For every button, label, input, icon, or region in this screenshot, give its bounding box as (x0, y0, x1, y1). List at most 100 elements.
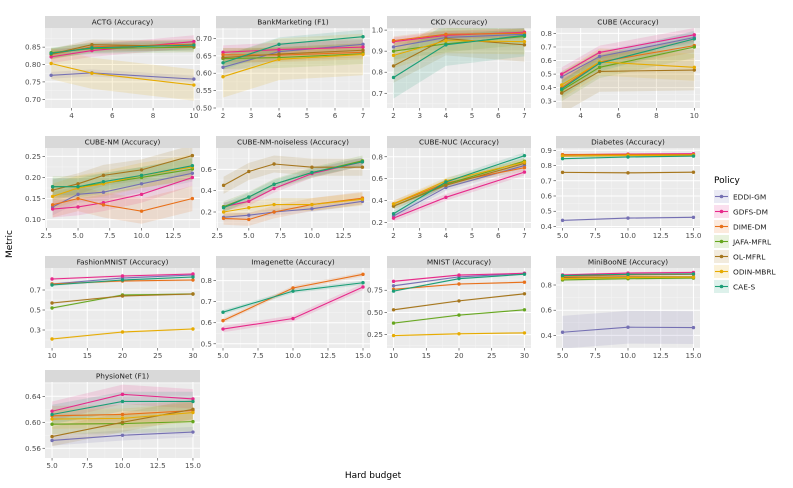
data-point (391, 45, 396, 49)
y-tick-label: 0.8 (541, 29, 553, 38)
data-point (560, 330, 565, 334)
data-point (391, 212, 396, 216)
y-tick-label: 0.75 (367, 286, 383, 295)
x-tick-label: 12.5 (165, 231, 181, 240)
x-tick-label: 4 (277, 111, 282, 120)
gridlines (556, 148, 700, 228)
series-layer (50, 384, 195, 447)
data-point (221, 210, 226, 214)
confidence-band (223, 192, 363, 219)
facet-strip (45, 136, 200, 148)
x-tick-label: 15 (422, 351, 431, 360)
y-tick-label: 0.25 (367, 330, 383, 339)
x-tick-label: 15.0 (355, 351, 371, 360)
facet-strip (387, 136, 531, 148)
y-tick-label: 0.7 (30, 286, 41, 295)
x-tick-label: 2 (391, 111, 396, 120)
y-tick-label: 0.9 (541, 146, 553, 155)
y-tick-label: 0.10 (25, 215, 41, 224)
data-point (559, 72, 564, 76)
confidence-band (561, 36, 695, 102)
data-point (192, 77, 196, 81)
data-point (272, 182, 276, 186)
data-point (522, 153, 527, 158)
y-tick-label: 0.70 (196, 34, 212, 43)
confidence-band (52, 154, 193, 210)
y-tick-label: 0.5 (541, 70, 552, 79)
data-point (522, 292, 527, 296)
facet-strip (45, 16, 200, 28)
data-point (691, 325, 696, 330)
y-tick-label: 0.7 (372, 89, 383, 98)
legend-items: EDDI-GM GDFS-DM DIME-DM JAFA-MFRL OL-MFRL ODI… (714, 190, 776, 293)
confidence-band (562, 310, 694, 348)
data-point (190, 163, 195, 168)
data-point (76, 185, 80, 189)
data-point (457, 299, 461, 303)
data-point (692, 37, 697, 41)
data-point (597, 50, 602, 55)
y-tick-label: 0.5 (201, 339, 212, 348)
x-tick-label: 8 (151, 111, 156, 120)
data-point (49, 51, 53, 56)
data-point (191, 410, 195, 415)
data-point (272, 162, 276, 166)
data-point (221, 53, 225, 57)
facet-strip (216, 136, 370, 148)
y-tick-label: 0.65 (196, 51, 212, 60)
data-point (192, 43, 196, 47)
legend-key-point (719, 284, 724, 289)
facet-strip (45, 256, 200, 268)
y-tick-label: 1.0 (372, 26, 384, 35)
legend-label: JAFA-MFRL (732, 237, 772, 246)
data-point (560, 170, 565, 175)
legend-item: CAE-S (714, 280, 756, 293)
data-point (444, 32, 448, 37)
x-tick-label: 15.0 (685, 231, 701, 240)
confidence-band (52, 391, 193, 425)
x-tick-label: 30 (188, 351, 198, 360)
x-tick-label: 7.5 (275, 231, 286, 240)
x-axis-title: Hard budget (345, 471, 402, 481)
confidence-band (393, 162, 525, 220)
data-point (360, 165, 365, 169)
legend: Policy EDDI-GM GDFS-DM DIME-DM JAFA-MFRL OL-… (714, 176, 776, 293)
y-tick-label: 0.7 (541, 176, 552, 185)
data-point (272, 186, 276, 191)
facet-title: BankMarketing (F1) (257, 18, 329, 27)
x-tick-label: 3 (249, 111, 254, 120)
legend-key-point (719, 239, 724, 244)
confidence-band (223, 33, 363, 98)
data-point (360, 197, 365, 201)
data-point (139, 182, 144, 186)
y-tick-label: 0.8 (372, 68, 384, 77)
x-tick-label: 25 (487, 351, 496, 360)
y-tick-label: 0.6 (372, 174, 384, 183)
legend-key-point (719, 209, 724, 214)
facet-panels: ACTG (Accuracy)4 6 8 100.700.750.800.85Bank… (25, 16, 702, 470)
data-point (291, 289, 295, 293)
data-point (692, 45, 697, 49)
x-tick-label: 5.0 (46, 461, 58, 470)
data-point (457, 313, 461, 317)
legend-item: GDFS-DM (714, 205, 768, 218)
y-tick-label: 0.4 (201, 186, 213, 195)
data-point (522, 331, 527, 335)
legend-key-point (719, 254, 724, 259)
confidence-band (52, 185, 193, 224)
data-point (50, 337, 54, 341)
facet-title: MNIST (Accuracy) (427, 258, 491, 267)
data-point (221, 183, 226, 188)
data-point (272, 202, 276, 207)
y-tick-label: 0.9 (372, 47, 384, 56)
y-tick-label: 0.6 (201, 318, 213, 327)
x-tick-label: 5.0 (217, 351, 229, 360)
x-tick-label: 7.5 (590, 231, 601, 240)
y-tick-label: 0.8 (541, 281, 553, 290)
data-point (597, 54, 602, 59)
data-point (192, 83, 196, 87)
x-tick-label: 15.0 (185, 461, 201, 470)
x-tick-label: 2 (391, 231, 396, 240)
data-point (626, 275, 630, 280)
data-point (120, 420, 125, 424)
